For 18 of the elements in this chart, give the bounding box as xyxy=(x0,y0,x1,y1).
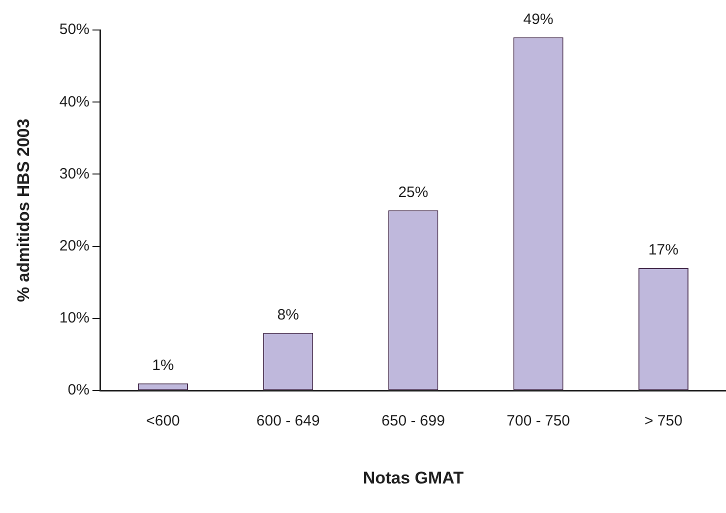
data-label: 1% xyxy=(152,357,174,374)
x-tick-label: > 750 xyxy=(644,412,682,430)
y-tick-label: 50% xyxy=(59,21,90,38)
y-tick-label: 30% xyxy=(59,165,90,182)
y-tick-label: 0% xyxy=(68,382,90,399)
x-tick-label: 600 - 649 xyxy=(256,412,320,430)
y-axis-title: % admitidos HBS 2003 xyxy=(14,118,33,302)
x-tick-label: 650 - 699 xyxy=(382,412,445,430)
x-tick-label: 700 - 750 xyxy=(506,412,570,430)
y-tick-label: 10% xyxy=(59,310,90,327)
data-label: 17% xyxy=(648,242,678,259)
y-tick-label: 20% xyxy=(59,238,90,254)
x-axis-title: Notas GMAT xyxy=(362,468,464,488)
data-label: 25% xyxy=(398,184,428,201)
x-tick-label: <600 xyxy=(146,412,180,430)
y-tick-label: 40% xyxy=(59,93,90,110)
data-label: 49% xyxy=(523,10,554,28)
data-label: 8% xyxy=(277,306,299,324)
